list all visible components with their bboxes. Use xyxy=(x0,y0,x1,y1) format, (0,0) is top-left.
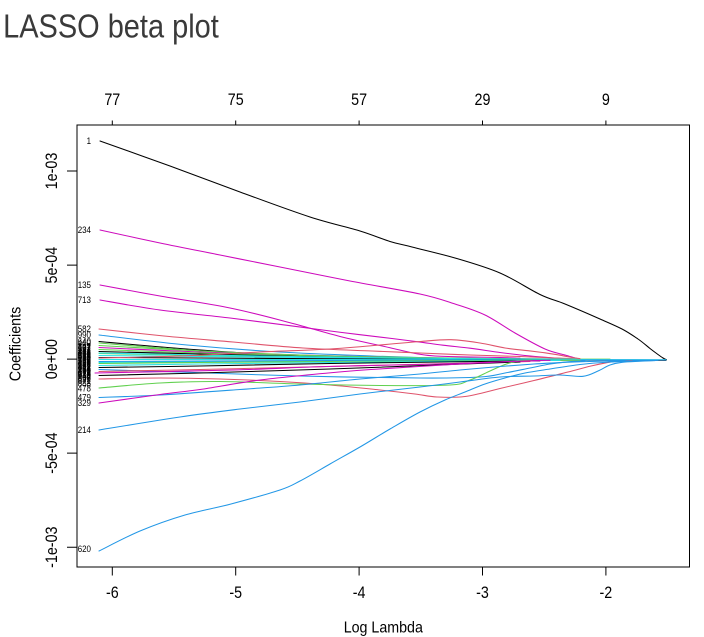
svg-text:1e-03: 1e-03 xyxy=(43,153,61,190)
svg-text:456: 456 xyxy=(78,358,91,368)
svg-text:0e+00: 0e+00 xyxy=(43,339,61,379)
svg-text:440: 440 xyxy=(78,338,91,348)
svg-text:534: 534 xyxy=(78,350,91,360)
svg-text:29: 29 xyxy=(475,91,491,109)
svg-text:713: 713 xyxy=(78,295,91,305)
svg-text:135: 135 xyxy=(78,280,91,290)
svg-text:387: 387 xyxy=(78,346,91,356)
svg-text:557: 557 xyxy=(78,344,91,354)
svg-text:-2: -2 xyxy=(600,584,613,602)
svg-text:816: 816 xyxy=(78,348,91,358)
svg-text:888: 888 xyxy=(78,379,91,389)
svg-text:1: 1 xyxy=(87,136,91,146)
svg-text:443: 443 xyxy=(78,347,91,357)
svg-text:478: 478 xyxy=(78,384,91,394)
svg-text:-4: -4 xyxy=(353,584,366,602)
svg-text:-6: -6 xyxy=(106,584,119,602)
svg-text:965: 965 xyxy=(78,352,91,362)
svg-text:57: 57 xyxy=(351,91,367,109)
svg-text:-5e-04: -5e-04 xyxy=(43,432,61,473)
svg-text:241: 241 xyxy=(78,345,91,355)
svg-text:842: 842 xyxy=(78,362,91,372)
svg-text:268: 268 xyxy=(78,366,91,376)
svg-text:-3: -3 xyxy=(476,584,489,602)
svg-text:296: 296 xyxy=(78,350,91,360)
svg-text:375: 375 xyxy=(78,365,91,375)
svg-text:LASSO beta plot: LASSO beta plot xyxy=(3,8,219,45)
svg-text:357: 357 xyxy=(78,360,91,370)
svg-text:663: 663 xyxy=(78,353,91,363)
svg-text:945: 945 xyxy=(78,371,91,381)
svg-text:899: 899 xyxy=(78,374,91,384)
svg-text:-5: -5 xyxy=(229,584,242,602)
svg-text:589: 589 xyxy=(78,356,91,366)
svg-text:573: 573 xyxy=(78,368,91,378)
svg-text:492: 492 xyxy=(78,367,91,377)
svg-text:197: 197 xyxy=(78,342,91,352)
svg-text:234: 234 xyxy=(78,225,91,235)
svg-text:893: 893 xyxy=(78,372,91,382)
svg-text:214: 214 xyxy=(78,425,91,435)
svg-text:620: 620 xyxy=(78,544,91,554)
svg-text:-1e-03: -1e-03 xyxy=(43,527,61,568)
svg-text:847: 847 xyxy=(78,341,91,351)
svg-text:184: 184 xyxy=(78,364,91,374)
svg-text:582: 582 xyxy=(78,324,91,334)
svg-text:246: 246 xyxy=(78,359,91,369)
svg-text:167: 167 xyxy=(78,343,91,353)
svg-text:414: 414 xyxy=(78,351,91,361)
svg-text:871: 871 xyxy=(78,376,91,386)
svg-text:951: 951 xyxy=(78,361,91,371)
svg-text:305: 305 xyxy=(78,355,91,365)
svg-text:728: 728 xyxy=(78,369,91,379)
svg-text:488: 488 xyxy=(78,349,91,359)
svg-text:731: 731 xyxy=(78,354,91,364)
svg-text:Log Lambda: Log Lambda xyxy=(344,620,423,637)
svg-text:Coefficients: Coefficients xyxy=(8,307,25,382)
svg-text:640: 640 xyxy=(78,337,91,347)
svg-text:9: 9 xyxy=(602,91,610,109)
svg-text:623: 623 xyxy=(78,363,91,373)
svg-text:789: 789 xyxy=(78,359,91,369)
svg-text:77: 77 xyxy=(104,91,120,109)
svg-text:836: 836 xyxy=(78,370,91,380)
svg-text:5e-04: 5e-04 xyxy=(43,247,61,284)
svg-text:990: 990 xyxy=(78,330,91,340)
svg-text:123: 123 xyxy=(78,357,91,367)
svg-text:479: 479 xyxy=(78,393,91,403)
svg-text:329: 329 xyxy=(78,398,91,408)
svg-text:614: 614 xyxy=(78,368,91,378)
svg-text:75: 75 xyxy=(228,91,244,109)
